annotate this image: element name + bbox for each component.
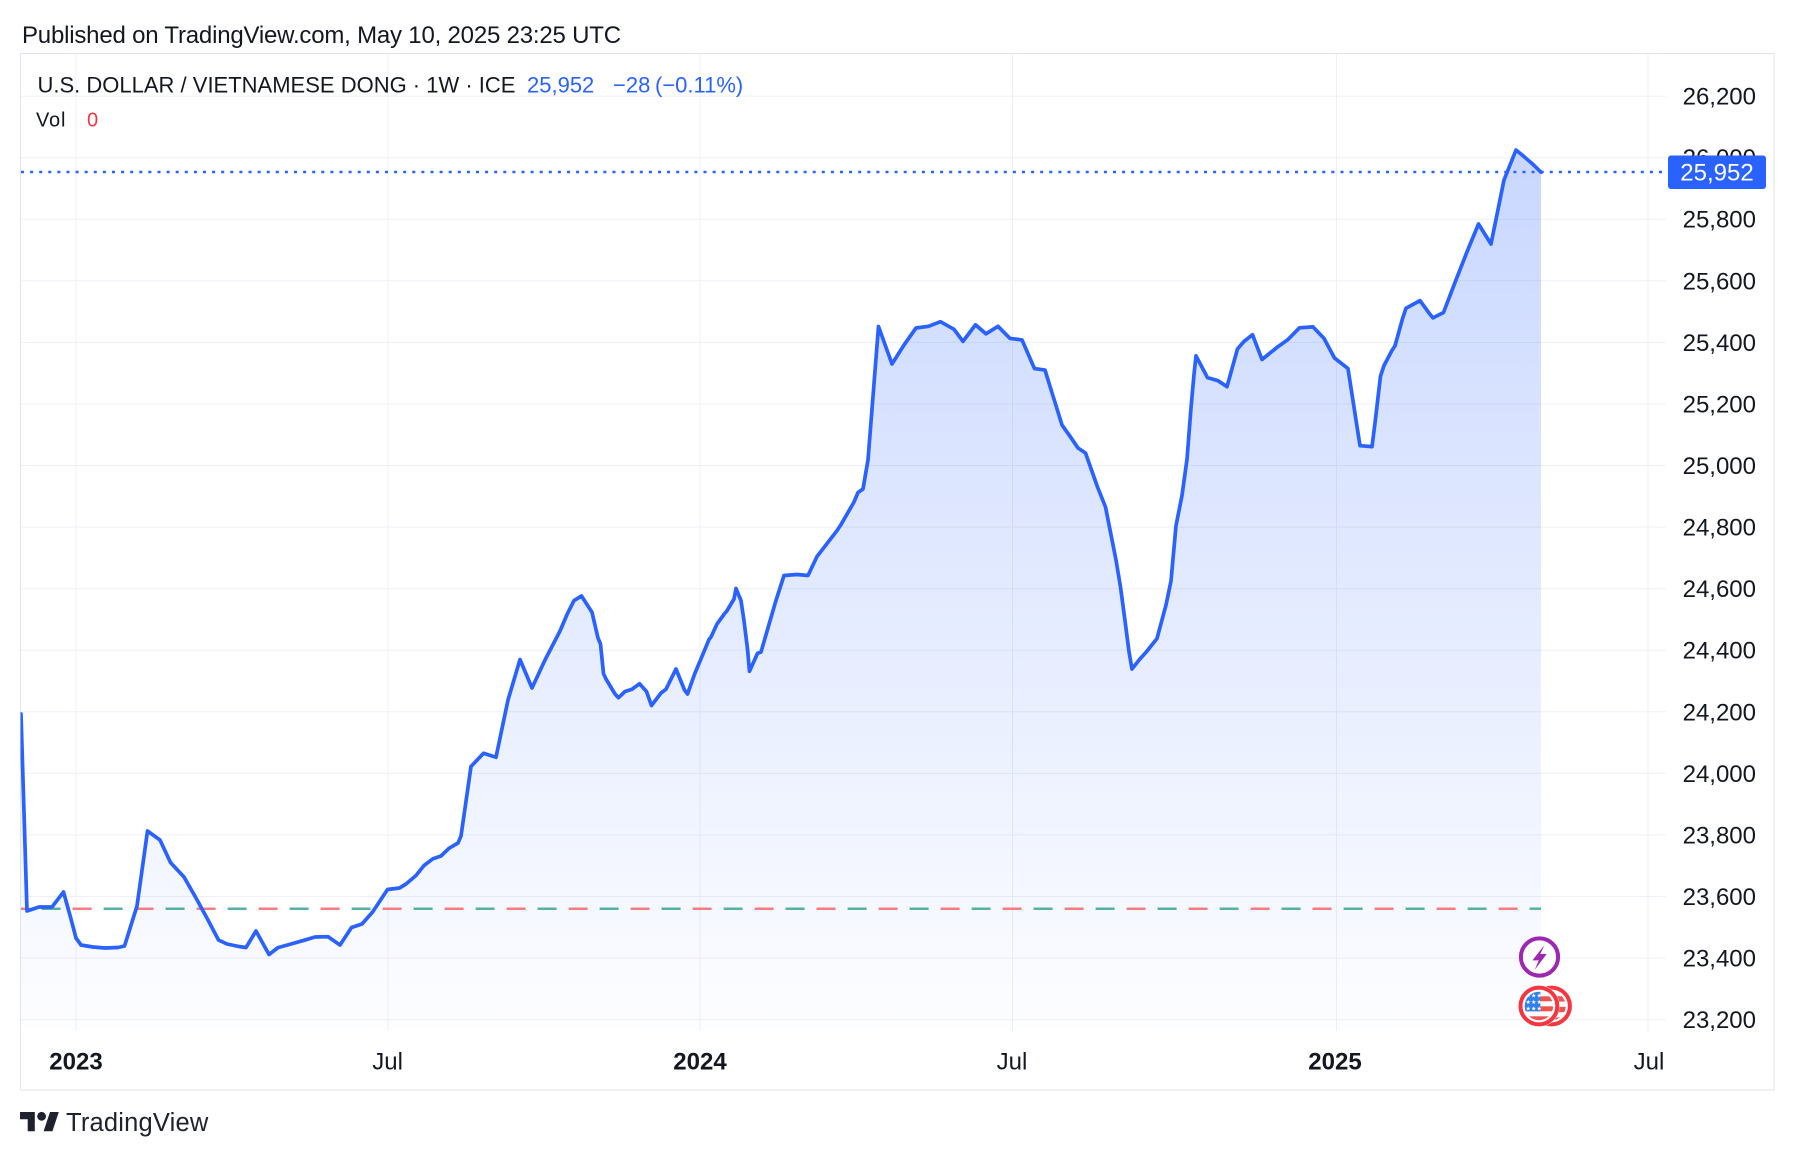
svg-text:Jul: Jul — [372, 1049, 403, 1076]
svg-text:★: ★ — [1531, 1006, 1536, 1013]
svg-text:23,400: 23,400 — [1683, 946, 1756, 973]
svg-text:23,600: 23,600 — [1683, 884, 1756, 911]
svg-text:★: ★ — [1537, 999, 1542, 1006]
svg-text:0: 0 — [87, 110, 99, 132]
svg-text:2025: 2025 — [1308, 1049, 1361, 1076]
svg-text:Jul: Jul — [997, 1049, 1028, 1076]
svg-text:25,400: 25,400 — [1683, 330, 1756, 357]
svg-text:★: ★ — [1526, 1006, 1531, 1013]
svg-text:25,952: 25,952 — [1680, 160, 1753, 187]
svg-text:TradingView: TradingView — [66, 1109, 209, 1137]
svg-text:25,952−28(−0.11%): 25,952 −28 (−0.11%) — [527, 73, 743, 98]
svg-text:Vol: Vol — [36, 110, 66, 132]
svg-text:23,200: 23,200 — [1683, 1007, 1756, 1034]
svg-text:26,200: 26,200 — [1683, 84, 1756, 111]
svg-text:24,600: 24,600 — [1683, 576, 1756, 603]
svg-text:Published on TradingView.com,: Published on TradingView.com, May 10, 20… — [22, 22, 621, 49]
svg-text:23,800: 23,800 — [1683, 822, 1756, 849]
svg-text:25,800: 25,800 — [1683, 207, 1756, 234]
svg-text:★: ★ — [1531, 993, 1536, 1000]
svg-text:★: ★ — [1537, 1006, 1542, 1013]
svg-text:Jul: Jul — [1634, 1049, 1665, 1076]
svg-text:25,200: 25,200 — [1683, 392, 1756, 419]
svg-text:25,000: 25,000 — [1683, 453, 1756, 480]
svg-text:★: ★ — [1537, 993, 1542, 1000]
svg-text:25,600: 25,600 — [1683, 268, 1756, 295]
svg-text:2023: 2023 — [49, 1049, 102, 1076]
svg-text:★: ★ — [1531, 999, 1536, 1006]
svg-text:24,800: 24,800 — [1683, 515, 1756, 542]
svg-text:24,000: 24,000 — [1683, 761, 1756, 788]
svg-text:2024: 2024 — [673, 1049, 727, 1076]
svg-text:★: ★ — [1526, 999, 1531, 1006]
svg-text:U.S. DOLLAR / VIETNAMESE DONG: U.S. DOLLAR / VIETNAMESE DONG · 1W · ICE — [38, 73, 516, 98]
svg-text:24,400: 24,400 — [1683, 638, 1756, 665]
svg-text:24,200: 24,200 — [1683, 699, 1756, 726]
